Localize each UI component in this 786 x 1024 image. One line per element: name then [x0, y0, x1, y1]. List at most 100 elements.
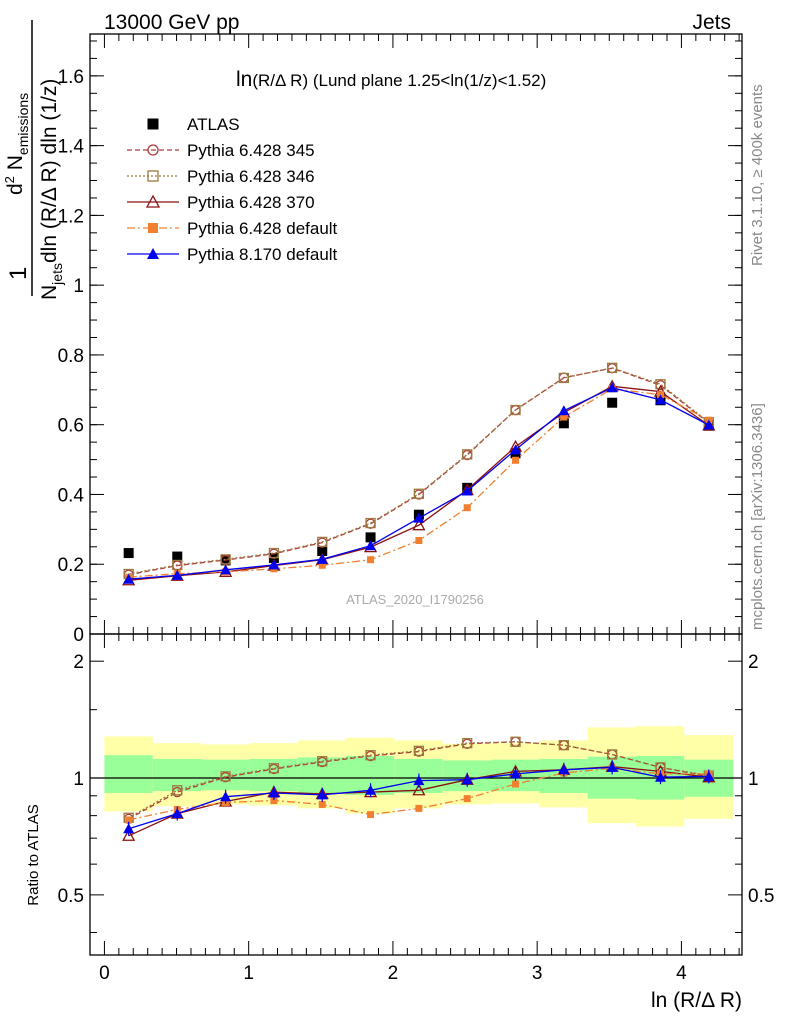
ratio-point — [413, 775, 425, 786]
ratio-point — [123, 823, 135, 834]
x-tick-label: 2 — [388, 963, 399, 984]
ratio-point — [220, 791, 232, 802]
ratio-point — [268, 787, 280, 798]
legend-entry-p346: Pythia 6.428 346 — [127, 167, 315, 186]
data-point — [462, 449, 473, 460]
ratio-series-p346 — [123, 736, 714, 823]
ratio-point — [171, 808, 183, 819]
ratio-point — [510, 768, 522, 779]
data-point — [365, 517, 376, 529]
mcplots-label: mcplots.cern.ch [arXiv:1306.3436] — [749, 403, 766, 630]
y-tick-label: 0 — [73, 625, 84, 646]
data-point — [412, 518, 426, 531]
data-point — [365, 532, 376, 543]
data-point — [318, 561, 326, 569]
ratio-y-tick-label-right: 0.5 — [748, 886, 774, 907]
data-point — [317, 545, 328, 556]
data-point — [607, 362, 618, 373]
y-tick-label: 0.8 — [58, 346, 84, 367]
data-point — [220, 554, 231, 565]
ratio-series-p8def — [123, 760, 715, 836]
data-point — [317, 536, 328, 548]
ratio-point — [703, 770, 715, 781]
legend-label: ATLAS — [187, 115, 240, 134]
ratio-point — [125, 816, 133, 824]
ratio-y-tick-label: 1 — [73, 769, 84, 790]
legend-marker — [147, 170, 159, 182]
series-p8def — [123, 382, 715, 584]
legend-marker — [148, 223, 158, 233]
legend: ATLAS Pythia 6.428 345 Pythia 6.428 346 Pyt… — [127, 115, 338, 264]
ratio-point — [512, 780, 520, 788]
y-label-denominator: Njetsdln (R/Δ R) dln (1/z) — [38, 79, 65, 300]
data-point — [413, 488, 425, 499]
plot-title: ln(R/Δ R) (Lund plane 1.25<ln(1/z)<1.52) — [236, 68, 546, 91]
ratio-point — [316, 789, 328, 800]
legend-label: Pythia 6.428 370 — [187, 193, 315, 212]
legend-entry-p6def: Pythia 6.428 default — [127, 219, 338, 238]
x-axis-label: ln (R/Δ R) — [651, 989, 742, 1012]
data-point — [560, 413, 568, 421]
x-tick-label: 3 — [532, 963, 543, 984]
ratio-point — [461, 774, 473, 785]
y-tick-label: 1.2 — [58, 206, 84, 227]
data-point — [365, 540, 377, 551]
ratio-point — [558, 740, 570, 751]
legend-entry-p370: Pythia 6.428 370 — [127, 193, 315, 212]
rivet-version-label: Rivet 3.1.10, ≥ 400k events — [749, 84, 766, 266]
legend-entry-p345: Pythia 6.428 345 — [127, 141, 315, 160]
data-point — [703, 419, 715, 430]
data-point — [607, 397, 618, 408]
data-point — [123, 548, 134, 559]
data-point — [172, 551, 183, 562]
series-line-p346 — [128, 367, 710, 575]
main-y-axis-label: 1 d2 Nemissions Njetsdln (R/Δ R) dln (1/… — [2, 20, 65, 300]
data-point — [606, 382, 618, 393]
data-point — [415, 537, 423, 545]
y-tick-label: 0.2 — [58, 555, 84, 576]
ratio-plot — [90, 736, 742, 841]
legend-marker — [145, 194, 161, 208]
series-line-p8def — [128, 387, 710, 580]
data-point — [463, 504, 471, 512]
ratio-frame — [89, 633, 743, 956]
ratio-y-tick-label: 0.5 — [58, 886, 84, 907]
data-point — [461, 485, 473, 496]
ratio-y-tick-label-right: 2 — [748, 652, 759, 673]
y-tick-label: 0.6 — [58, 416, 84, 437]
data-point — [512, 456, 520, 464]
ratio-point — [510, 736, 521, 747]
data-point — [268, 559, 280, 570]
ratio-point — [365, 784, 377, 795]
legend-label: Pythia 8.170 default — [187, 245, 338, 264]
analysis-watermark: ATLAS_2020_I1790256 — [346, 592, 484, 607]
data-point — [558, 372, 570, 384]
y-label-one: 1 — [5, 267, 32, 280]
ratio-y-tick-label-right: 1 — [748, 769, 759, 790]
ratio-point — [365, 750, 376, 761]
ratio-point — [558, 764, 570, 775]
series-p370 — [122, 379, 716, 586]
ratio-point — [367, 811, 375, 819]
data-point — [462, 449, 473, 461]
ratio-point — [606, 761, 618, 772]
legend-entry-atlas: ATLAS — [147, 115, 240, 134]
legend-marker — [147, 248, 159, 259]
inner-band-segment — [104, 755, 153, 794]
x-tick-label: 0 — [99, 963, 110, 984]
ratio-point — [413, 745, 425, 756]
data-point — [655, 394, 666, 405]
main-plot — [122, 362, 716, 586]
ratio-point — [415, 804, 423, 812]
ratio-line-p346 — [128, 741, 709, 819]
ratio-point — [607, 749, 618, 760]
series-p346 — [123, 362, 714, 580]
axes: 0 0.2 0.4 0.6 0.8 1 1.2 1.4 1.6 0 1 2 3 4 0.5 0.5 1 1 2 2 — [58, 33, 774, 984]
data-point — [220, 564, 232, 575]
data-point — [268, 547, 280, 559]
data-point — [510, 404, 521, 416]
process-label: Jets — [692, 11, 731, 34]
ratio-point — [462, 737, 473, 749]
ratio-point — [220, 771, 231, 782]
